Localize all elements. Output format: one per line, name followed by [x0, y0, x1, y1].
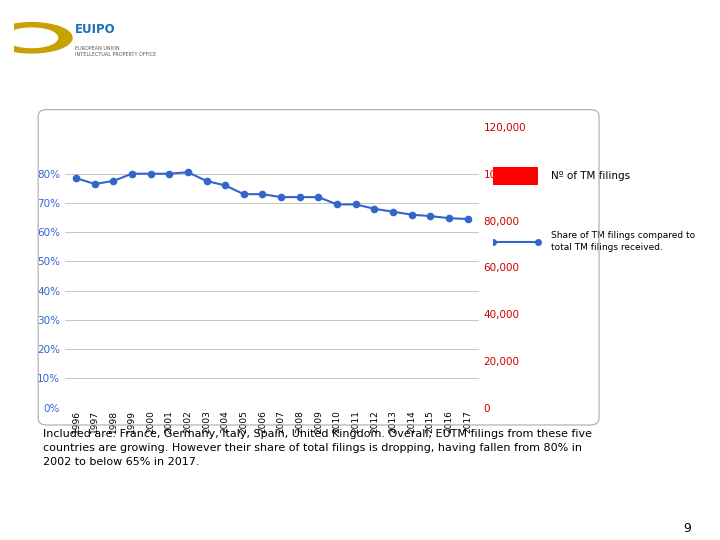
Text: Share of TM filings compared to
total TM filings received.: Share of TM filings compared to total TM…: [551, 231, 695, 253]
Bar: [275, 262, 287, 408]
Bar: [462, 174, 474, 408]
Bar: [163, 338, 175, 408]
Text: EUROPEAN UNION
INTELLECTUAL PROPERTY OFFICE: EUROPEAN UNION INTELLECTUAL PROPERTY OFF…: [75, 45, 156, 57]
Bar: [126, 350, 138, 408]
Bar: [387, 216, 399, 408]
Circle shape: [6, 28, 58, 48]
Text: Included are: France, Germany, Italy, Spain, United Kingdom. Overall, EUTM filin: Included are: France, Germany, Italy, Sp…: [43, 429, 593, 467]
Bar: [312, 244, 325, 408]
Bar: [70, 352, 82, 408]
Bar: [331, 234, 343, 408]
Text: Nº of TM filings: Nº of TM filings: [551, 171, 630, 181]
Text: 9: 9: [683, 522, 691, 535]
Bar: [182, 335, 194, 408]
Bar: [256, 265, 269, 408]
Bar: [238, 267, 250, 408]
Text: Share in EUTM filings of the 5 biggest EU economies: Share in EUTM filings of the 5 biggest E…: [114, 87, 606, 106]
Bar: [89, 370, 101, 408]
Bar: [219, 314, 231, 408]
Bar: [145, 335, 157, 408]
Text: EUIPO: EUIPO: [75, 23, 115, 36]
Bar: [369, 220, 380, 408]
Bar: [424, 199, 436, 408]
Bar: [350, 230, 361, 408]
Circle shape: [0, 23, 72, 53]
Bar: [107, 362, 120, 408]
Bar: [493, 167, 539, 185]
Bar: [200, 319, 212, 408]
Bar: [443, 185, 455, 408]
Bar: [294, 262, 306, 408]
Bar: [405, 209, 418, 408]
